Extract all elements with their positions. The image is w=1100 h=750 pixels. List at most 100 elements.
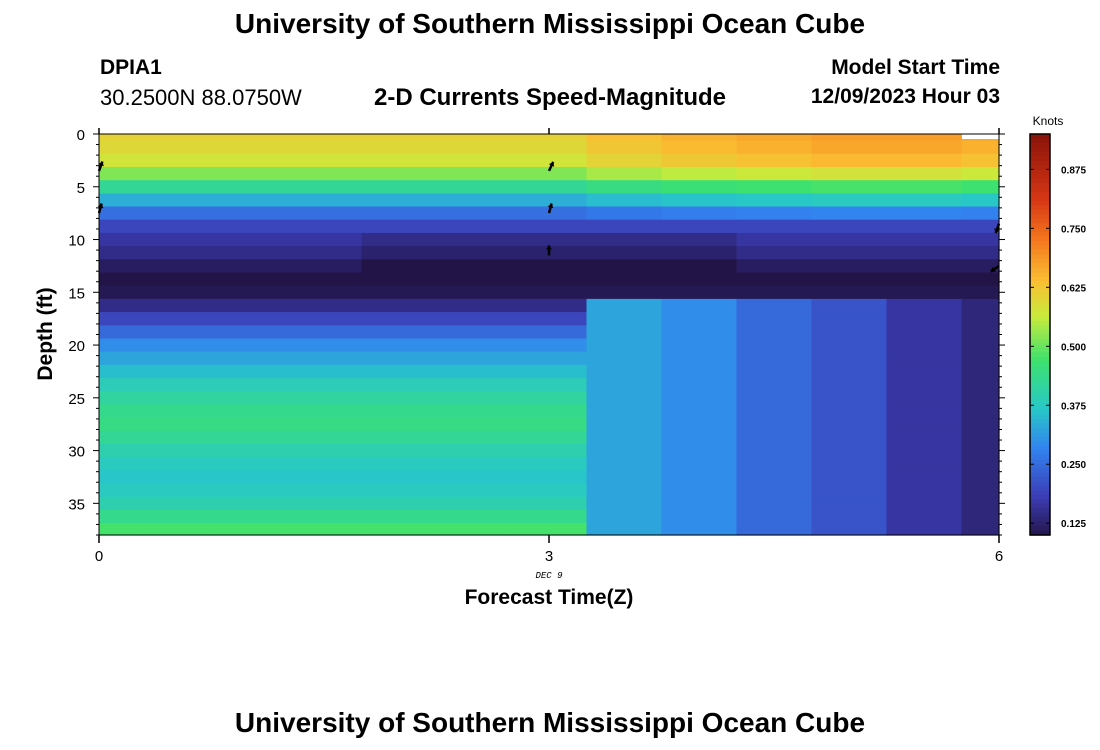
colorbar-segment bbox=[1030, 512, 1050, 518]
heatmap-cell bbox=[811, 193, 888, 208]
heatmap-cell bbox=[661, 483, 738, 498]
colorbar-segment bbox=[1030, 352, 1050, 358]
colorbar-segment bbox=[1030, 147, 1050, 153]
heatmap-cell bbox=[661, 338, 738, 353]
heatmap-cell bbox=[886, 167, 963, 181]
heatmap-cell bbox=[586, 509, 663, 524]
heatmap-cell bbox=[661, 272, 738, 287]
axes: 0 5 10 15 20 25 30 35 0 3 6 bbox=[68, 127, 1005, 565]
heatmap-cell bbox=[286, 430, 363, 445]
heatmap-cell bbox=[286, 457, 363, 471]
heatmap-cell bbox=[736, 378, 813, 392]
heatmap-cell bbox=[886, 457, 963, 471]
heatmap-cell bbox=[661, 391, 738, 405]
heatmap-cell bbox=[586, 232, 663, 247]
heatmap-cell bbox=[661, 259, 738, 274]
colorbar-segment bbox=[1030, 294, 1050, 300]
heatmap-cell bbox=[961, 470, 1000, 485]
heatmap-cell bbox=[811, 167, 888, 181]
y-tick-label: 25 bbox=[68, 391, 85, 408]
heatmap-cell bbox=[811, 180, 888, 194]
heatmap-cell bbox=[736, 404, 813, 419]
colorbar-segment bbox=[1030, 214, 1050, 220]
colorbar-segment bbox=[1030, 312, 1050, 318]
heatmap-cell bbox=[136, 457, 213, 471]
heatmap-cell bbox=[136, 404, 213, 419]
colorbar-segment bbox=[1030, 276, 1050, 282]
heatmap-cell bbox=[886, 509, 963, 524]
heatmap-cell bbox=[211, 404, 288, 419]
heatmap-cell bbox=[586, 259, 663, 274]
heatmap-cell bbox=[511, 193, 588, 208]
heatmap-cell bbox=[736, 259, 813, 274]
heatmap-cell bbox=[961, 523, 1000, 536]
heatmap-cell bbox=[286, 338, 363, 353]
heatmap-cell bbox=[136, 430, 213, 445]
heatmap-cell bbox=[811, 246, 888, 260]
heatmap-cell bbox=[511, 219, 588, 234]
heatmap-cell bbox=[586, 430, 663, 445]
heatmap-cell bbox=[136, 325, 213, 340]
heatmap-cell bbox=[886, 134, 963, 142]
heatmap-cell bbox=[361, 219, 438, 234]
heatmap-cell bbox=[736, 417, 813, 432]
heatmap-cell bbox=[99, 153, 138, 168]
heatmap-cell bbox=[811, 470, 888, 485]
heatmap-cell bbox=[211, 391, 288, 405]
heatmap-cell bbox=[661, 312, 738, 326]
heatmap-cell bbox=[961, 298, 1000, 313]
heatmap-cell bbox=[511, 140, 588, 155]
heatmap-cell bbox=[811, 206, 888, 221]
heatmap-cell bbox=[361, 140, 438, 155]
colorbar-segment bbox=[1030, 441, 1050, 447]
heatmap-cell bbox=[136, 351, 213, 366]
heatmap-cell bbox=[286, 153, 363, 168]
heatmap-cell bbox=[511, 285, 588, 300]
heatmap-cell bbox=[136, 312, 213, 326]
heatmap-cell bbox=[586, 193, 663, 208]
heatmap-cell bbox=[286, 272, 363, 287]
colorbar-segment bbox=[1030, 321, 1050, 327]
heatmap-cell bbox=[436, 272, 513, 287]
heatmap-cell bbox=[361, 325, 438, 340]
heatmap-cell bbox=[511, 312, 588, 326]
colorbar-segment bbox=[1030, 254, 1050, 260]
colorbar-tick-label: 0.750 bbox=[1061, 224, 1086, 235]
heatmap-cell bbox=[586, 351, 663, 366]
heatmap-cell bbox=[286, 444, 363, 458]
heatmap-cell bbox=[961, 509, 1000, 524]
heatmap-cell bbox=[99, 378, 138, 392]
heatmap-cell bbox=[361, 167, 438, 181]
x-tick-label: 0 bbox=[95, 548, 103, 565]
heatmap-cell bbox=[811, 378, 888, 392]
heatmap-cell bbox=[286, 206, 363, 221]
heatmap-cell bbox=[99, 430, 138, 445]
heatmap-cell bbox=[736, 364, 813, 379]
heatmap-cell bbox=[286, 496, 363, 511]
heatmap-cell bbox=[961, 193, 1000, 208]
heatmap-cell bbox=[286, 246, 363, 260]
heatmap-cell bbox=[886, 193, 963, 208]
heatmap-cell bbox=[436, 509, 513, 524]
heatmap-cell bbox=[286, 509, 363, 524]
heatmap-cell bbox=[136, 444, 213, 458]
heatmap-cell bbox=[99, 457, 138, 471]
heatmap-cell bbox=[99, 338, 138, 353]
heatmap-cell bbox=[136, 391, 213, 405]
colorbar-segment bbox=[1030, 258, 1050, 264]
colorbar-segment bbox=[1030, 165, 1050, 171]
heatmap-cell bbox=[736, 312, 813, 326]
heatmap-cell bbox=[811, 338, 888, 353]
heatmap-cell bbox=[511, 272, 588, 287]
heatmap-cell bbox=[99, 470, 138, 485]
heatmap-cell bbox=[961, 364, 1000, 379]
heatmap-cell bbox=[361, 338, 438, 353]
heatmap-cell bbox=[136, 167, 213, 181]
colorbar-segment bbox=[1030, 205, 1050, 211]
heatmap-cell bbox=[661, 351, 738, 366]
heatmap-cell bbox=[361, 272, 438, 287]
heatmap-cell bbox=[811, 483, 888, 498]
heatmap-cell bbox=[736, 246, 813, 260]
heatmap-cell bbox=[99, 193, 138, 208]
heatmap-cell bbox=[661, 134, 738, 142]
